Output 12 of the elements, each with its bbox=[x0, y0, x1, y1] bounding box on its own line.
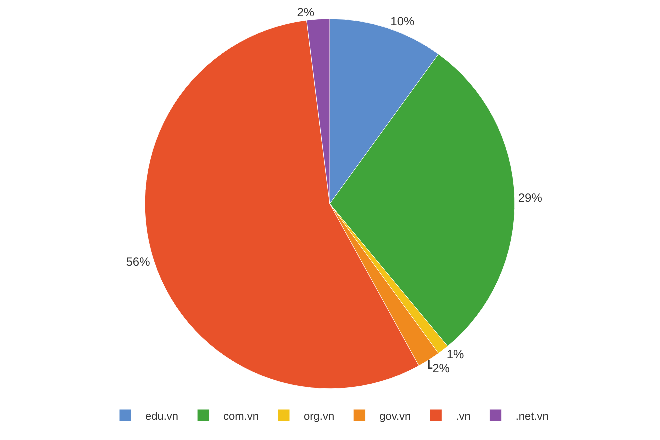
legend-label: .net.vn bbox=[516, 410, 549, 423]
legend-label: gov.vn bbox=[380, 410, 412, 423]
legend-label: com.vn bbox=[224, 410, 259, 423]
data-label: 10% bbox=[390, 14, 415, 29]
legend-label: .vn bbox=[456, 410, 471, 423]
data-label: 2% bbox=[297, 5, 315, 20]
legend-label: edu.vn bbox=[146, 410, 179, 423]
data-label: 2% bbox=[432, 361, 450, 376]
data-label: 29% bbox=[518, 191, 543, 206]
legend-label: org.vn bbox=[304, 410, 335, 423]
data-label: 56% bbox=[126, 254, 151, 269]
data-label: 1% bbox=[446, 347, 465, 362]
